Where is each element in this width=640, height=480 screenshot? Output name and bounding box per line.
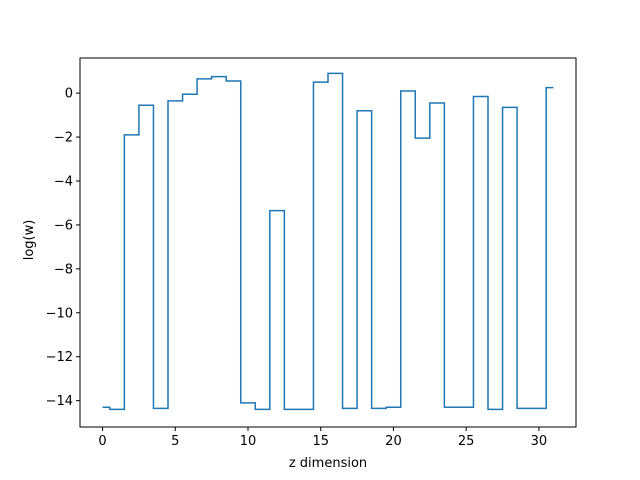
y-tick-label: −10: [46, 306, 73, 321]
axes-frame: [79, 57, 577, 428]
x-tick-label: 0: [98, 434, 106, 449]
y-tick-label: −2: [54, 131, 73, 146]
x-tick-label: 10: [240, 434, 257, 449]
x-tick-label: 20: [385, 434, 402, 449]
y-tick-label: 0: [65, 87, 73, 102]
x-tick-label: 5: [171, 434, 179, 449]
y-tick-label: −6: [54, 218, 73, 233]
x-tick-label: 30: [531, 434, 548, 449]
y-tick-label: −8: [54, 262, 73, 277]
y-tick-label: −14: [46, 394, 73, 409]
y-axis-label: log(w): [22, 220, 37, 261]
x-tick-label: 25: [458, 434, 475, 449]
series-line-0: [102, 72, 554, 411]
series-layer: [102, 72, 554, 411]
plot-background: [80, 58, 576, 427]
axes-layer: 0 5 10 15 20 25 30 0 −2 −4 −6 −8 −10 −12 −14: [46, 57, 577, 449]
x-tick-label: 15: [312, 434, 329, 449]
plot-area: [80, 58, 576, 427]
y-tick-label: −4: [54, 175, 73, 190]
y-tick-label: −12: [46, 350, 73, 365]
x-axis-label: z dimension: [289, 456, 367, 471]
